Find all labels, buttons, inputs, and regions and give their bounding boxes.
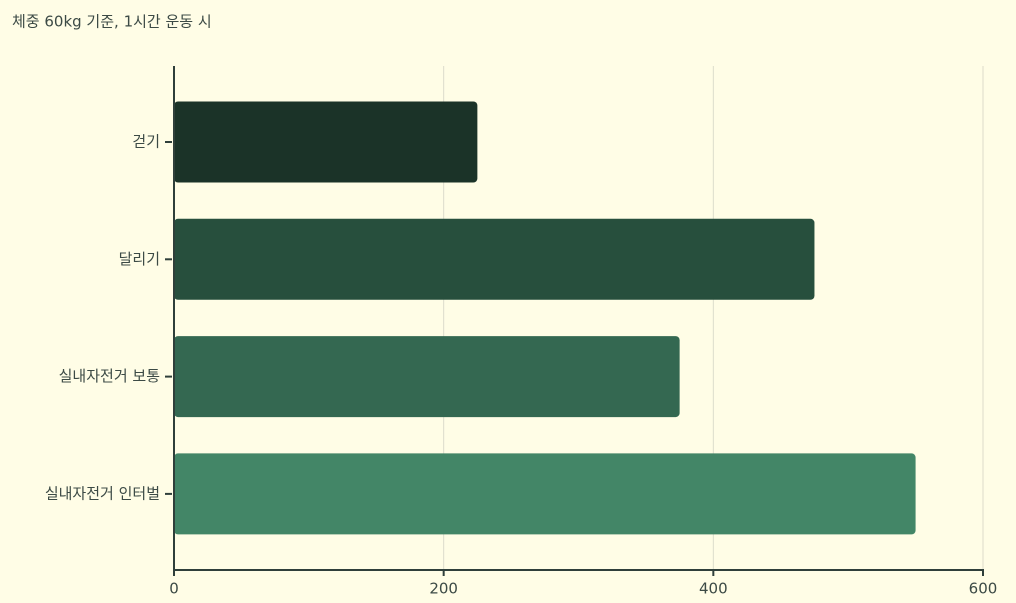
y-tick-label: 실내자전거 인터벌 [45, 484, 160, 502]
chart-title: 체중 60kg 기준, 1시간 운동 시 [12, 13, 212, 31]
y-tick-label: 달리기 [119, 250, 160, 268]
bar [174, 101, 478, 183]
bar [174, 453, 916, 535]
y-tick-label: 걷기 [132, 133, 160, 151]
x-tick-label: 0 [169, 580, 179, 598]
y-tick-label: 실내자전거 보통 [59, 367, 160, 385]
x-tick-label: 600 [969, 580, 998, 598]
bar [174, 218, 815, 300]
bar [174, 336, 680, 418]
x-tick-label: 200 [429, 580, 458, 598]
x-tick-label: 400 [699, 580, 728, 598]
